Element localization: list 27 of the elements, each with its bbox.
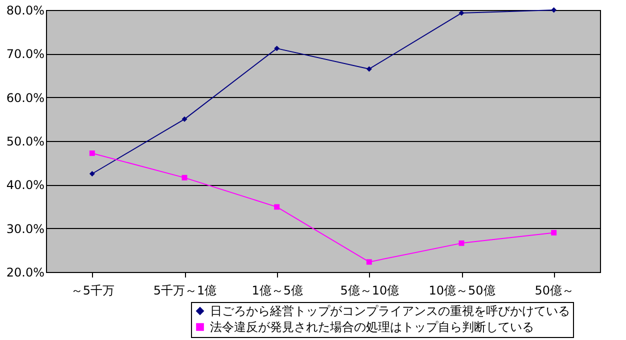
y-tick-label: 40.0% [6, 178, 44, 192]
y-tick-label: 60.0% [6, 90, 44, 105]
point [551, 7, 557, 13]
y-tick-label: 30.0% [6, 222, 44, 236]
point [89, 171, 95, 176]
y-tick-label: 50.0% [6, 134, 44, 148]
point [551, 230, 557, 236]
point [366, 259, 372, 265]
point [89, 150, 95, 156]
y-tick-label: 80.0% [6, 4, 44, 18]
x-tick-label: ～5千万 [70, 284, 114, 298]
legend-label: 日ごろから経営トップがコンプライアンスの重視を呼びかけている [210, 304, 570, 318]
point [366, 66, 372, 72]
x-tick-label: 1億～5億 [252, 284, 303, 298]
x-tick-label: 5千万～1億 [153, 284, 217, 298]
point [182, 174, 188, 180]
y-tick-label: 20.0% [6, 266, 44, 280]
point [458, 10, 464, 16]
point [182, 116, 188, 122]
point [458, 240, 464, 246]
legend-label: 法令違反が発見された場合の処理はトップ自ら判断している [210, 320, 534, 334]
x-tick-label: 5億～10億 [340, 284, 400, 298]
point [274, 46, 280, 52]
point [274, 204, 280, 210]
y-tick-label: 70.0% [6, 47, 44, 62]
x-tick-label: 10億～50億 [428, 284, 496, 298]
x-tick-label: 50億～ [534, 284, 574, 298]
